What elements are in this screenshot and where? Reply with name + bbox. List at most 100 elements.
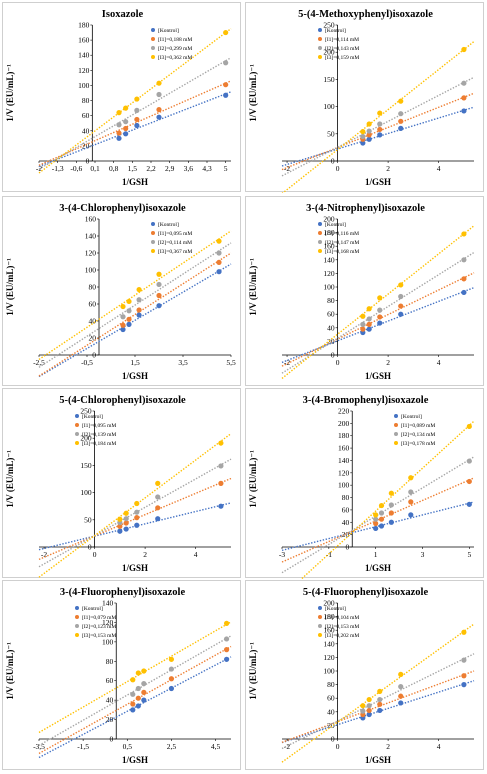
y-tick-label: 180 [323,228,335,237]
y-tick-label: 200 [80,434,92,443]
trendline [38,57,232,170]
data-point [461,231,467,237]
data-point [223,82,229,88]
legend-marker [318,55,322,59]
data-point [360,133,366,140]
trendline [38,252,232,377]
data-point [141,668,147,674]
data-point [134,500,140,507]
legend-marker [318,249,322,253]
data-point [117,528,123,534]
x-axis-label: 1/GSH [365,177,391,187]
x-tick-label: 5 [224,164,228,173]
data-point [366,121,372,127]
y-tick-label: 50 [327,129,335,138]
data-point [461,657,467,663]
y-tick-label: 60 [327,310,335,319]
legend-entry: [I3]=0,202 mM [325,633,359,639]
y-tick-label: 20 [327,337,335,346]
data-point [156,271,162,277]
legend-marker [151,37,155,41]
x-axis-label: 1/GSH [122,755,148,765]
y-tick-label: 40 [82,126,90,135]
data-point [126,308,132,314]
y-tick-label: 140 [102,599,114,608]
y-tick-label: 80 [106,657,114,666]
trendline [38,635,232,747]
data-point [130,701,136,707]
data-point [466,423,472,430]
data-point [377,707,383,714]
legend-entry: [I1]=0,188 mM [158,37,192,43]
legend-entry: [I1]=0,095 mM [82,423,116,429]
data-point [398,693,404,699]
trendline [281,225,475,379]
legend-marker [394,441,398,445]
x-tick-label: 4 [437,358,441,367]
y-tick-label: 0 [331,735,335,744]
y-tick-label: 100 [85,266,97,275]
data-point [141,689,147,695]
legend-marker [151,222,155,226]
data-point [360,703,366,709]
y-tick-label: 200 [338,419,350,428]
legend-marker [75,606,79,610]
legend-entry: [I2]=0,114 mM [158,240,192,246]
trendline [281,501,475,552]
legend-entry: [Kontrol] [158,222,179,228]
x-tick-label: 5 [467,550,471,559]
y-tick-label: 20 [82,141,90,150]
legend-entry: [I2]=0,153 mM [325,624,359,630]
data-point [223,60,229,66]
data-point [461,95,467,101]
data-point [116,110,122,116]
data-point [398,125,404,131]
y-tick-label: 120 [338,468,350,477]
trendline [281,680,475,744]
y-axis-label: 1/V (EU/mL)⁻¹ [248,258,258,316]
x-tick-label: 2 [386,164,390,173]
x-axis-label: 1/GSH [365,755,391,765]
data-point [461,46,467,53]
y-tick-label: 0 [92,351,96,360]
y-tick-label: 60 [342,505,350,514]
legend-marker [318,231,322,235]
data-point [116,130,122,136]
y-tick-label: 160 [78,36,90,45]
data-point [134,515,140,521]
data-point [373,512,379,518]
legend-marker [75,624,79,628]
legend-entry: [Kontrol] [82,414,103,420]
data-point [461,108,467,114]
data-point [398,311,404,317]
data-point [155,516,161,522]
x-tick-label: 0,8 [109,164,119,173]
legend-entry: [I1]=0,089 mM [401,423,435,429]
x-tick-label: -2 [41,550,47,559]
data-point [116,122,122,128]
data-point [378,502,385,509]
data-point [398,293,404,300]
data-point [466,501,472,507]
y-axis-label: 1/V (EU/mL)⁻¹ [5,450,15,508]
trendline [281,251,475,374]
chart-svg: 5-(4-Methoxyphenyl)isoxazole 0 50 100 150 200… [248,9,475,193]
legend-marker [394,423,398,427]
legend-marker [318,615,322,619]
data-point [120,314,126,320]
data-point [135,695,141,701]
chart-title: 3-(4-Nitrophenyl)isoxazole [306,203,425,214]
x-axis-label: 1/GSH [365,371,391,381]
legend-entry: [Kontrol] [325,28,346,34]
legend-entry: [I1]=0,104 mM [325,615,359,621]
x-tick-label: -3,5 [33,742,45,751]
data-point [461,682,467,688]
data-point [377,295,383,301]
data-point [366,326,372,332]
x-tick-label: 0,5 [123,742,133,751]
data-point [360,321,366,327]
data-point [398,684,404,690]
legend-marker [75,423,79,427]
y-tick-label: 0 [331,157,335,166]
